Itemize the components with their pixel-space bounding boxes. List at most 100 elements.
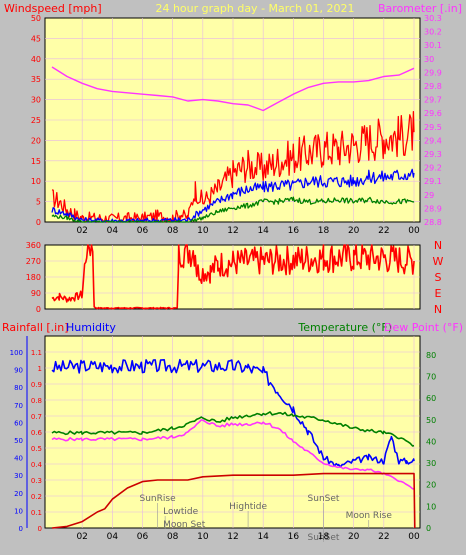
direction-tick-label: 90 — [31, 289, 41, 298]
rainfall-line — [51, 472, 416, 529]
windspeed-tick-label: 5 — [36, 198, 41, 207]
direction-tick-label: 360 — [26, 241, 41, 250]
compass-label: E — [435, 287, 442, 300]
barometer-tick-label: 29.8 — [424, 82, 442, 91]
humidity-ticks: 0 10 20 30 40 50 60 70 80 90 100 — [10, 336, 28, 533]
windspeed-tick-label: 0 — [36, 218, 41, 227]
windspeed-tick-label: 30 — [31, 96, 41, 105]
humidity-tick-label: 70 — [14, 402, 23, 410]
rainfall-tick-label: 0.1 — [31, 509, 42, 517]
barometer-tick-label: 29.2 — [424, 164, 442, 173]
event-label: SunSet — [308, 533, 340, 543]
temperature-tick-label: 10 — [426, 502, 436, 511]
temperature-tick-label: 30 — [426, 459, 436, 468]
temperature-tick-label: 20 — [426, 481, 436, 490]
barometer-tick-label: 29.1 — [424, 177, 442, 186]
event-label: Moon Set — [163, 520, 206, 530]
event-label: Hightide — [229, 502, 267, 512]
barometer-tick-label: 29.4 — [424, 136, 442, 145]
direction-tick-label: 180 — [26, 273, 41, 282]
rainfall-tick-label: 1 — [38, 365, 42, 373]
wind-barometer-grid — [45, 18, 420, 222]
event-label: SunRise — [140, 494, 177, 504]
windspeed-tick-label: 50 — [31, 14, 41, 23]
time-tick-label: 02 — [76, 532, 87, 542]
humidity-tick-label: 90 — [14, 367, 23, 375]
time-tick-label: 16 — [288, 532, 300, 542]
dewpoint-line — [51, 419, 415, 490]
windspeed-tick-label: 35 — [31, 75, 41, 84]
temperature-ticks: 0 10 20 30 40 50 60 70 80 — [426, 351, 436, 533]
humidity-tick-label: 60 — [14, 419, 23, 427]
rainfall-tick-label: 1.1 — [31, 349, 42, 357]
time-tick-label: 16 — [288, 226, 300, 236]
rainfall-ticks: 0 0.1 0.2 0.3 0.4 0.5 0.6 0.7 0.8 0.9 1 1.1 — [31, 349, 43, 533]
time-tick-label: 10 — [197, 532, 209, 542]
event-label: Moon Rise — [346, 511, 393, 521]
humidity-tick-label: 100 — [10, 349, 23, 357]
event-label: Lowtide — [163, 507, 198, 517]
time-tick-label: 10 — [197, 226, 209, 236]
time-tick-label: 02 — [76, 226, 87, 236]
time-tick-label: 04 — [107, 226, 119, 236]
barometer-tick-label: 29.6 — [424, 109, 442, 118]
time-tick-label: 18 — [318, 532, 330, 542]
temperature-tick-label: 60 — [426, 394, 436, 403]
rainfall-tick-label: 0.9 — [31, 381, 42, 389]
barometer-tick-label: 29.3 — [424, 150, 442, 159]
time-tick-label: 14 — [257, 532, 269, 542]
time-tick-label: 20 — [348, 226, 360, 236]
windspeed-tick-label: 25 — [31, 116, 41, 125]
time-tick-label: 20 — [348, 532, 360, 542]
humidity-tick-label: 10 — [14, 507, 23, 515]
graph-title: 24 hour graph day - March 01, 2021 — [155, 2, 354, 15]
time-tick-label: 08 — [167, 226, 179, 236]
windspeed-tick-label: 45 — [31, 34, 41, 43]
rainfall-tick-label: 0.6 — [31, 429, 43, 437]
rainfall-tick-label: 0.7 — [31, 413, 42, 421]
astronomical-events: SunRise Lowtide Moon Set Hightide SunSet SunS… — [140, 494, 393, 543]
rainfall-tick-label: 0.8 — [31, 397, 42, 405]
direction-tick-label: 0 — [36, 305, 41, 314]
barometer-tick-label: 28.9 — [424, 204, 442, 213]
barometer-tick-label: 30.3 — [424, 14, 442, 23]
windspeed-tick-label: 15 — [31, 157, 41, 166]
barometer-tick-label: 30.1 — [424, 41, 442, 50]
barometer-tick-label: 29.7 — [424, 96, 442, 105]
humidity-axis-title: Humidity — [66, 321, 116, 334]
compass-label: S — [435, 271, 442, 284]
windspeed-tick-label: 10 — [31, 177, 41, 186]
direction-tick-label: 270 — [26, 257, 41, 266]
humidity-tick-label: 30 — [14, 472, 23, 480]
windspeed-axis-title: Windspeed [mph] — [4, 2, 102, 15]
temperature-line — [51, 411, 415, 447]
barometer-tick-label: 29.9 — [424, 68, 442, 77]
humidity-line — [51, 358, 415, 468]
rainfall-tick-label: 0 — [38, 525, 42, 533]
time-tick-label: 04 — [107, 532, 119, 542]
temperature-tick-label: 50 — [426, 416, 436, 425]
time-tick-label: 22 — [378, 532, 389, 542]
humidity-tick-label: 20 — [14, 490, 23, 498]
dewpoint-axis-title: Dew Point (°F) — [384, 321, 463, 334]
temperature-axis-title: Temperature (°F) — [297, 321, 392, 334]
rain-time-ticks: 02 04 06 08 10 12 14 16 18 20 22 00 — [76, 532, 420, 542]
time-tick-label: 18 — [318, 226, 330, 236]
temperature-tick-label: 70 — [426, 372, 436, 381]
barometer-tick-label: 30 — [424, 55, 434, 64]
time-tick-label: 06 — [137, 532, 149, 542]
temperature-tick-label: 80 — [426, 351, 436, 360]
wind-low-line — [51, 196, 415, 223]
wind-barometer-series — [51, 66, 415, 223]
humidity-tick-label: 0 — [19, 525, 23, 533]
event-label: SunSet — [308, 494, 340, 504]
temperature-tick-label: 0 — [426, 524, 431, 533]
windspeed-tick-label: 40 — [31, 55, 41, 64]
barometer-tick-label: 30.2 — [424, 28, 442, 37]
barometer-axis-title: Barometer [.in] — [378, 2, 462, 15]
rain-humidity-temperature-panel: SunRise Lowtide Moon Set Hightide SunSet SunS… — [10, 335, 436, 543]
temperature-tick-label: 40 — [426, 437, 436, 446]
